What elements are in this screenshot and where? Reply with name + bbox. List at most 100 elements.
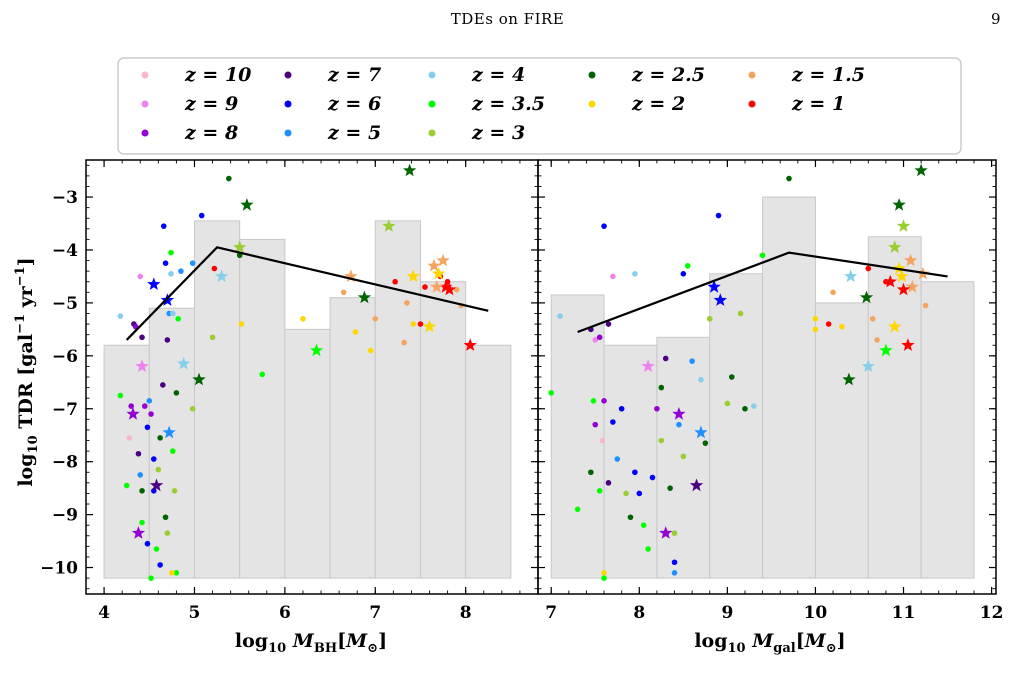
star-left-18 [422, 319, 437, 333]
star-right-2 [641, 359, 655, 373]
dot-right-35 [676, 421, 682, 428]
dot-left-10 [137, 472, 144, 478]
y-tick-label-0: −3 [52, 188, 78, 208]
dot-right-14 [596, 487, 603, 494]
legend-marker-9 [748, 100, 756, 108]
hist-bar-right-6 [867, 236, 922, 579]
dot-left-36 [148, 575, 154, 581]
legend-label-9: z = 1 [791, 93, 845, 115]
star-right-23 [901, 338, 915, 351]
star-right-4 [713, 293, 727, 306]
dot-left-56 [392, 278, 398, 285]
y-tick-label-3: −6 [52, 347, 78, 367]
dot-right-49 [742, 405, 748, 412]
dot-right-60 [874, 337, 880, 343]
legend-label-3: z = 2.5 [631, 64, 705, 86]
star-left-14 [357, 290, 372, 304]
legend-marker-4 [748, 71, 756, 79]
star-right-22 [896, 282, 911, 296]
y-axis-label: log10 TDR [gal−1 yr−1] [13, 257, 41, 486]
dot-left-8 [117, 392, 124, 399]
page-number: 9 [990, 10, 1001, 28]
star-right-15 [896, 219, 911, 232]
dot-left-4 [137, 273, 144, 280]
dot-left-54 [367, 347, 374, 354]
star-left-23 [430, 280, 444, 293]
dot-left-51 [300, 315, 306, 322]
star-right-21 [905, 280, 919, 293]
dot-left-35 [157, 562, 163, 568]
dot-left-30 [171, 487, 178, 494]
dot-left-32 [169, 570, 175, 576]
dot-left-42 [189, 260, 196, 267]
dot-left-43 [189, 405, 196, 412]
star-left-13 [344, 269, 358, 283]
dot-right-32 [662, 355, 669, 362]
star-right-16 [914, 163, 928, 177]
dot-left-33 [164, 530, 171, 536]
dot-right-57 [839, 323, 845, 330]
star-right-8 [842, 372, 856, 386]
dot-left-29 [169, 448, 176, 454]
star-right-0 [659, 526, 673, 539]
dot-right-41 [702, 440, 709, 446]
legend-label-10: z = 8 [184, 122, 238, 144]
legend-label-5: z = 9 [184, 93, 238, 115]
star-right-11 [892, 198, 906, 211]
dot-right-28 [601, 575, 607, 581]
dot-left-7 [123, 482, 130, 489]
dot-right-54 [812, 326, 819, 333]
star-right-13 [903, 253, 918, 267]
dot-left-18 [153, 546, 160, 552]
dot-left-5 [139, 334, 145, 341]
star-right-14 [859, 290, 874, 304]
dot-left-20 [157, 435, 163, 441]
dot-left-31 [173, 570, 180, 576]
dot-right-50 [750, 403, 757, 409]
hist-bar-right-1 [603, 344, 658, 579]
dot-right-10 [610, 419, 616, 425]
star-left-0 [131, 526, 146, 539]
x-tick-label-right-4: 11 [892, 603, 916, 623]
star-right-9 [844, 269, 858, 283]
dot-left-38 [139, 519, 145, 526]
x-tick-label-right-2: 9 [721, 603, 733, 623]
trend-line-left [125, 246, 489, 341]
dot-left-59 [417, 321, 424, 327]
dot-right-29 [654, 405, 660, 412]
hist-bar-left-0 [103, 344, 150, 579]
legend-marker-2 [428, 71, 436, 79]
legend-label-1: z = 7 [327, 64, 381, 86]
x-tick-label-left-1: 5 [189, 603, 201, 623]
hist-bar-left-1 [148, 307, 195, 579]
legend-label-4: z = 1.5 [791, 64, 865, 86]
dot-left-60 [422, 284, 428, 290]
star-right-17 [895, 269, 909, 283]
dot-left-63 [453, 286, 460, 293]
panel-left-mbh: 4 5 6 7 8 −3 −4 −5 −6 −7 −8 −9 −10 [40, 159, 539, 623]
star-left-22 [439, 280, 453, 293]
dot-right-44 [671, 570, 678, 576]
hist-bar-left-2 [193, 220, 241, 579]
hist-bar-right-5 [814, 302, 869, 579]
legend-marker-6 [284, 100, 292, 108]
dot-right-58 [865, 265, 872, 272]
legend-marker-12 [428, 129, 436, 137]
panel-right-mgal: 7 8 9 10 11 12 [537, 159, 1003, 623]
dot-right-40 [698, 376, 704, 383]
legend-label-6: z = 6 [327, 93, 381, 115]
star-right-5 [689, 478, 704, 492]
star-left-11 [240, 198, 254, 211]
dot-right-43 [671, 559, 678, 566]
x-tick-label-right-0: 7 [545, 603, 557, 623]
dot-right-46 [724, 400, 731, 407]
star-right-6 [694, 425, 708, 439]
dot-right-8 [592, 421, 599, 428]
dot-right-59 [869, 315, 876, 322]
dot-right-11 [618, 405, 625, 412]
x-tick-label-right-3: 10 [804, 603, 828, 623]
dot-right-52 [786, 175, 792, 182]
dot-left-52 [340, 289, 347, 296]
legend-marker-1 [284, 71, 292, 79]
dot-left-47 [226, 175, 232, 182]
